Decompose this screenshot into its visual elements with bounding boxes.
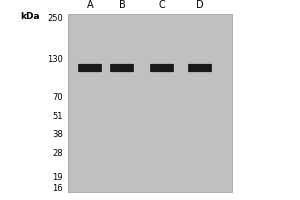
Text: 130: 130: [47, 55, 63, 64]
Text: B: B: [118, 0, 125, 10]
Text: D: D: [196, 0, 204, 10]
Text: 19: 19: [52, 173, 63, 182]
Text: 70: 70: [52, 93, 63, 102]
Text: 250: 250: [47, 14, 63, 23]
Text: 38: 38: [52, 130, 63, 139]
Text: A: A: [87, 0, 93, 10]
Text: 51: 51: [52, 112, 63, 121]
Text: kDa: kDa: [20, 12, 40, 21]
Text: C: C: [159, 0, 165, 10]
Text: 16: 16: [52, 184, 63, 193]
Text: 28: 28: [52, 149, 63, 158]
